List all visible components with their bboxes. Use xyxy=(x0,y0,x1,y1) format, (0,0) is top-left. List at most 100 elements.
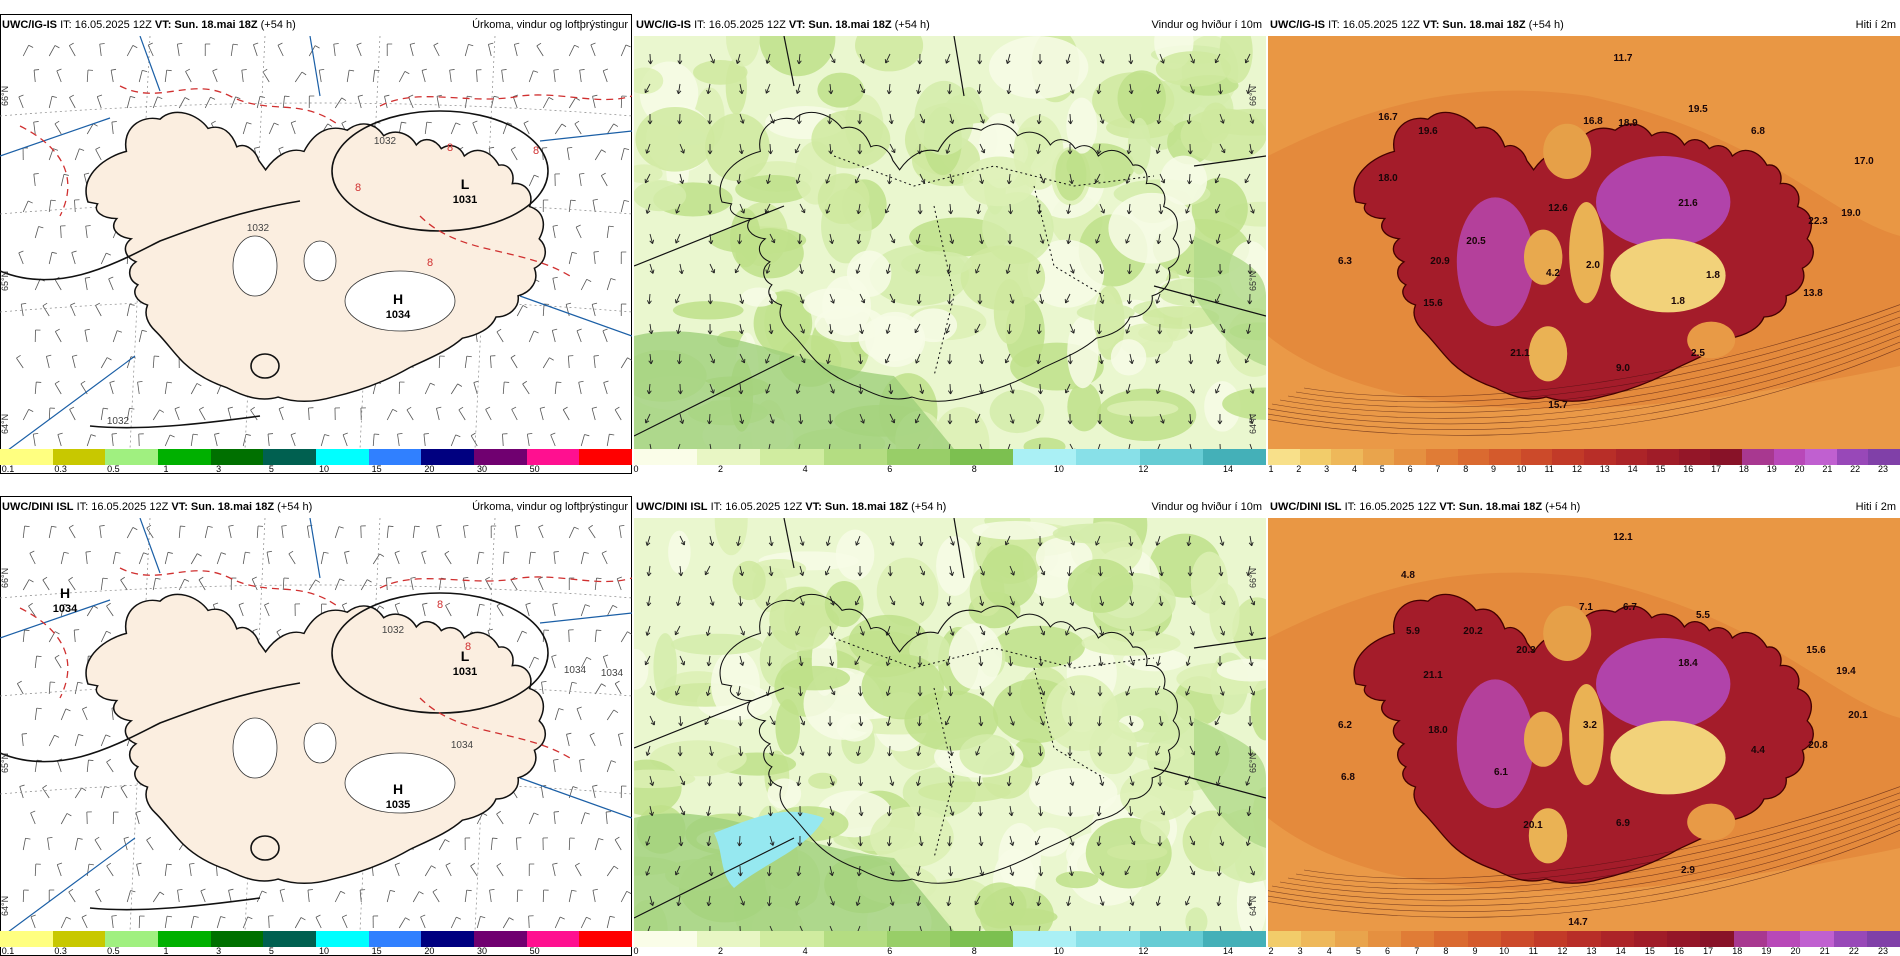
temperature-value: 18.0 xyxy=(1428,725,1448,736)
panel-header: UWC/DINI ISL IT: 16.05.2025 12Z VT: Sun.… xyxy=(0,496,632,518)
forecast-map: 66°N65°N64°NH1034L1031H10351032103410341… xyxy=(0,518,632,931)
product-name: Vindur og hviður í 10m xyxy=(1152,14,1262,36)
legend-tick-label: 15 xyxy=(1655,465,1665,474)
temperature-value: 15.6 xyxy=(1423,298,1443,309)
temperature-value: 20.5 xyxy=(1466,236,1486,247)
temperature-value: 19.6 xyxy=(1418,126,1438,137)
legend-tick-label: 6 xyxy=(887,465,892,474)
temperature-value: 3.2 xyxy=(1583,720,1597,731)
legend-color-swatch xyxy=(697,449,760,465)
temperature-value: 20.2 xyxy=(1463,626,1483,637)
temperature-value: 18.0 xyxy=(1378,173,1398,184)
warm-core xyxy=(1596,156,1730,248)
legend-color-swatch xyxy=(474,931,527,947)
legend-color-swatch xyxy=(1867,931,1900,947)
legend-tick-label: 4 xyxy=(1327,947,1332,956)
legend-color-swatch xyxy=(421,449,474,465)
legend-tick-label: 6 xyxy=(1408,465,1413,474)
temperature-value: 21.6 xyxy=(1678,198,1698,209)
legend-tick-label: 0.3 xyxy=(54,947,67,956)
legend-tick-label: 12 xyxy=(1138,465,1148,474)
legend-tick-label: 20 xyxy=(1795,465,1805,474)
legend-tick-label: 11 xyxy=(1545,465,1554,474)
legend-color-swatch xyxy=(1013,931,1076,947)
legend-color-swatch xyxy=(1534,931,1567,947)
temperature-value: 15.7 xyxy=(1548,400,1568,411)
legend-color-swatch xyxy=(211,931,264,947)
legend-color-swatch xyxy=(1468,931,1501,947)
legend-color-swatch xyxy=(950,931,1013,947)
legend-tick-label: 18 xyxy=(1732,947,1742,956)
legend-color-swatch xyxy=(527,931,580,947)
valid-time: Sun. 18.mai 18Z xyxy=(825,501,908,513)
temperature-value: 16.8 xyxy=(1583,116,1603,127)
legend-tick-label: 8 xyxy=(1443,947,1448,956)
temperature-value: 4.2 xyxy=(1546,268,1560,279)
legend-tick-label: 0.1 xyxy=(2,947,15,956)
legend-tick-label: 1 xyxy=(163,947,168,956)
isotherm-label: 8 xyxy=(427,257,433,269)
legend-color-swatch xyxy=(474,449,527,465)
pressure-center-value: 1031 xyxy=(453,194,477,206)
isobar-label: 1034 xyxy=(601,668,624,679)
legend-color-swatch xyxy=(1335,931,1368,947)
legend-tick-label: 9 xyxy=(1491,465,1496,474)
legend-color-swatch xyxy=(369,449,422,465)
legend-tick-label: 14 xyxy=(1223,465,1233,474)
model-name: UWC/DINI ISL xyxy=(2,501,74,513)
pressure-center-letter: L xyxy=(461,176,470,192)
warm-core xyxy=(1596,638,1730,730)
legend-tick-label: 4 xyxy=(1352,465,1357,474)
panel-igis-precip: UWC/IG-IS IT: 16.05.2025 12Z VT: Sun. 18… xyxy=(0,14,632,474)
latitude-label: 66°N xyxy=(0,86,10,106)
legend-tick-label: 3 xyxy=(216,465,221,474)
model-name: UWC/IG-IS xyxy=(2,19,57,31)
legend-color-swatch xyxy=(1742,449,1774,465)
valid-time-label: VT: xyxy=(1423,19,1440,31)
legend-color-swatch xyxy=(369,931,422,947)
legend-color-swatch xyxy=(1331,449,1363,465)
temperature-value: 5.5 xyxy=(1696,610,1710,621)
legend-color-swatch xyxy=(1767,931,1800,947)
legend-tick-label: 10 xyxy=(1054,947,1064,956)
legend-color-swatch xyxy=(1434,931,1467,947)
product-name: Hiti í 2m xyxy=(1856,14,1896,36)
legend-color-swatch xyxy=(316,931,369,947)
legend-tick-label: 19 xyxy=(1767,465,1777,474)
legend-tick-label: 6 xyxy=(887,947,892,956)
temperature-value: 20.1 xyxy=(1848,710,1868,721)
legend-tick-label: 17 xyxy=(1703,947,1713,956)
legend-color-swatch xyxy=(579,931,632,947)
panel-dini-temp: UWC/DINI ISL IT: 16.05.2025 12Z VT: Sun.… xyxy=(1268,496,1900,956)
pressure-center-letter: H xyxy=(393,781,403,797)
valid-time-label: VT: xyxy=(805,501,822,513)
temperature-value: 2.9 xyxy=(1681,865,1695,876)
legend-color-swatch xyxy=(1634,931,1667,947)
legend-color-swatch xyxy=(760,449,823,465)
panel-header: UWC/DINI ISL IT: 16.05.2025 12Z VT: Sun.… xyxy=(1268,496,1900,518)
pressure-center-letter: H xyxy=(393,291,403,307)
legend-color-swatch xyxy=(1567,931,1600,947)
valid-time: Sun. 18.mai 18Z xyxy=(808,19,891,31)
legend-tick-label: 15 xyxy=(372,947,382,956)
temperature-value: 2.0 xyxy=(1586,260,1600,271)
isotherm-label: 8 xyxy=(437,599,443,611)
legend-color-swatch xyxy=(0,449,53,465)
legend-tick-label: 0 xyxy=(633,947,638,956)
legend-color-swatch xyxy=(1734,931,1767,947)
legend-color-swatch xyxy=(1489,449,1521,465)
temperature-value: 21.1 xyxy=(1510,348,1530,359)
latitude-label: 64°N xyxy=(0,896,10,916)
temperature-value: 18.4 xyxy=(1678,658,1698,669)
legend-color-swatch xyxy=(1426,449,1458,465)
legend-color-swatch xyxy=(1203,449,1266,465)
